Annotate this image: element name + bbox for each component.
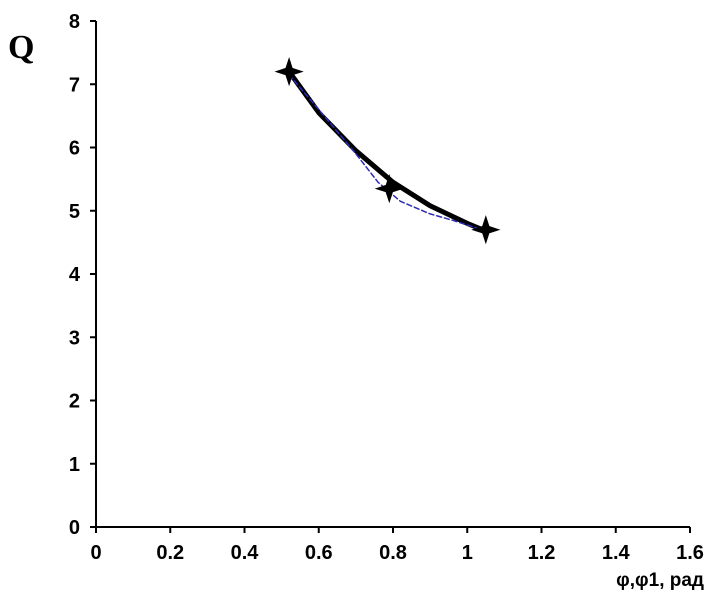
data-point-marker (274, 56, 304, 87)
y-tick-label: 5 (69, 201, 80, 223)
y-tick-label: 8 (69, 11, 80, 33)
series-layer (274, 56, 501, 245)
y-tick-label: 6 (69, 138, 80, 160)
y-tick-label: 4 (69, 264, 81, 286)
y-tick-label: 1 (69, 454, 80, 476)
x-axis-ticks: 0 0.2 0.4 0.6 0.8 1 1.2 1.4 1.6 (90, 527, 704, 564)
y-axis-ticks: 0 1 2 3 4 5 6 7 8 (69, 11, 96, 539)
y-tick-label: 2 (69, 391, 80, 413)
y-tick-label: 0 (69, 517, 80, 539)
x-tick-label: 1.2 (528, 542, 556, 564)
x-tick-label: 0.6 (305, 542, 333, 564)
x-axis-title: φ,φ1, рад (616, 570, 704, 591)
y-axis-title: Q (8, 29, 34, 66)
x-tick-label: 1.6 (676, 542, 704, 564)
fit-line-dashed (288, 74, 487, 232)
y-tick-label: 3 (69, 327, 80, 349)
x-tick-label: 0.2 (156, 542, 184, 564)
x-tick-label: 0 (90, 542, 101, 564)
x-tick-label: 0.4 (231, 542, 260, 564)
x-tick-label: 0.8 (379, 542, 407, 564)
x-tick-label: 1.4 (602, 542, 631, 564)
x-tick-label: 1 (462, 542, 473, 564)
y-tick-label: 7 (69, 74, 80, 96)
data-point-marker (471, 215, 501, 245)
data-point-marker (374, 173, 404, 204)
trend-line (286, 69, 489, 234)
